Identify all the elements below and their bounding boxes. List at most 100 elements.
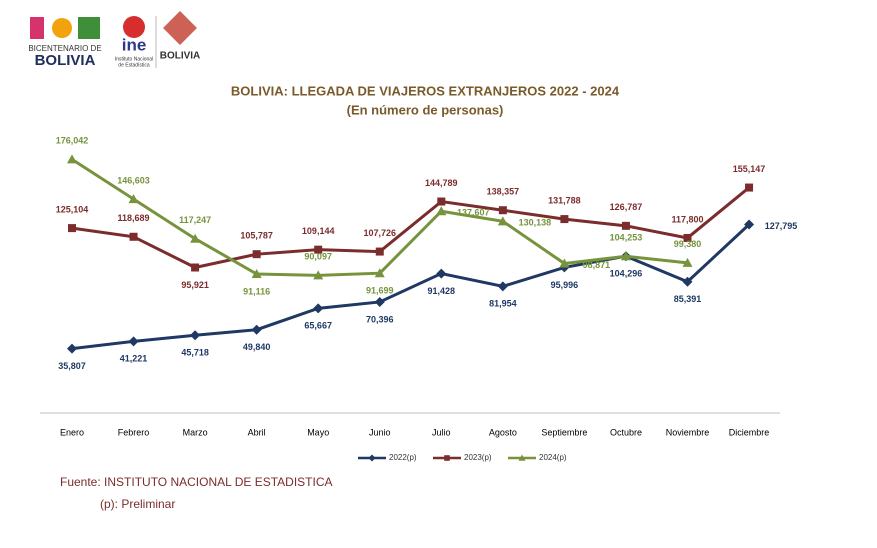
data-label: 144,789 (425, 178, 458, 188)
data-label: 85,391 (674, 294, 702, 304)
marker (313, 270, 324, 280)
data-label: 104,253 (610, 233, 643, 243)
series-line (71, 186, 751, 270)
legend-marker (444, 455, 450, 461)
data-label: 98,871 (583, 260, 611, 270)
marker (374, 268, 385, 278)
data-label: 118,689 (118, 213, 150, 223)
data-label: 117,247 (179, 215, 211, 225)
data-label: 176,042 (56, 136, 89, 146)
marker (620, 251, 631, 261)
marker (621, 221, 630, 230)
data-label: 45,718 (181, 348, 209, 358)
marker (68, 224, 76, 233)
logo-text: ine (122, 35, 147, 54)
data-label: 126,787 (610, 202, 643, 212)
data-label: 95,921 (181, 280, 209, 290)
data-label: 41,221 (120, 354, 148, 364)
data-label: 105,787 (240, 231, 273, 241)
x-tick-label: Diciembre (729, 427, 770, 437)
legend-label: 2024(p) (539, 453, 567, 462)
logo-block (30, 17, 44, 39)
data-label: 138,357 (487, 187, 520, 197)
marker (682, 257, 693, 267)
x-tick-label: Mayo (307, 427, 329, 437)
data-label: 70,396 (366, 314, 394, 324)
x-tick-label: Octubre (610, 427, 642, 437)
marker (682, 276, 693, 287)
x-tick-label: Marzo (183, 427, 208, 437)
data-label: 130,138 (519, 218, 552, 228)
marker (252, 250, 261, 259)
marker (191, 263, 200, 272)
marker (560, 215, 569, 224)
data-label: 65,667 (304, 321, 332, 331)
x-tick-label: Junio (369, 427, 391, 437)
marker (251, 268, 262, 278)
x-tick-label: Noviembre (666, 427, 710, 437)
logo-text: BOLIVIA (160, 51, 201, 62)
marker (67, 154, 77, 164)
series-line (71, 158, 688, 277)
data-label: 155,147 (733, 164, 766, 174)
marker (497, 281, 508, 292)
data-label: 131,788 (548, 195, 581, 205)
marker (683, 233, 692, 242)
data-label: 127,795 (765, 221, 798, 231)
marker (498, 206, 507, 215)
logo-text: BICENTENARIO DE (28, 44, 101, 53)
marker (67, 343, 77, 354)
logo-block (163, 11, 197, 45)
data-label: 104,296 (610, 269, 643, 279)
x-tick-label: Julio (432, 427, 451, 437)
marker (128, 336, 139, 347)
logo-ine: ine Instituto Nacional de Estadística BO… (115, 11, 200, 68)
data-label: 125,104 (56, 204, 89, 214)
marker (190, 330, 201, 341)
data-label: 91,428 (428, 286, 456, 296)
x-tick-label: Agosto (489, 427, 517, 437)
data-label: 91,699 (366, 286, 394, 296)
x-tick-label: Febrero (118, 427, 150, 437)
marker (313, 303, 324, 314)
logo-block (52, 18, 72, 38)
data-label: 146,603 (117, 175, 150, 185)
data-label: 95,996 (551, 280, 579, 290)
note: (p): Preliminar (100, 497, 175, 511)
chart-title: BOLIVIA: LLEGADA DE VIAJEROS EXTRANJEROS… (231, 83, 620, 98)
marker (744, 219, 755, 230)
marker (374, 296, 385, 307)
marker (745, 183, 754, 192)
marker (251, 324, 262, 335)
data-label: 109,144 (302, 226, 335, 236)
logo-bicentenario: BICENTENARIO DE BOLIVIA (28, 17, 102, 69)
x-tick-label: Septiembre (541, 427, 587, 437)
chart-subtitle: (En número de personas) (347, 102, 504, 117)
logo-text: de Estadística (118, 62, 150, 68)
source: Fuente: INSTITUTO NACIONAL DE ESTADISTIC… (60, 475, 333, 489)
marker (375, 247, 384, 256)
data-label: 35,807 (58, 361, 86, 371)
data-label: 91,116 (243, 286, 270, 296)
legend-label: 2022(p) (389, 453, 417, 462)
marker (436, 206, 447, 216)
data-label: 117,800 (671, 214, 703, 224)
series-line (71, 223, 751, 351)
marker (129, 232, 138, 241)
legend-label: 2023(p) (464, 453, 492, 462)
legend-marker (518, 454, 526, 461)
logo-block (123, 16, 145, 38)
logo-block (78, 17, 100, 39)
data-label: 99,380 (674, 239, 702, 249)
marker (497, 216, 508, 226)
data-label: 49,840 (243, 342, 271, 352)
data-label: 90,097 (304, 252, 332, 262)
logo-text: Instituto Nacional (115, 56, 153, 62)
data-label: 137,607 (457, 208, 490, 218)
x-tick-label: Abril (248, 427, 266, 437)
marker (559, 258, 570, 268)
marker (190, 233, 201, 243)
x-tick-label: Enero (60, 427, 84, 437)
data-label: 107,726 (363, 228, 396, 238)
